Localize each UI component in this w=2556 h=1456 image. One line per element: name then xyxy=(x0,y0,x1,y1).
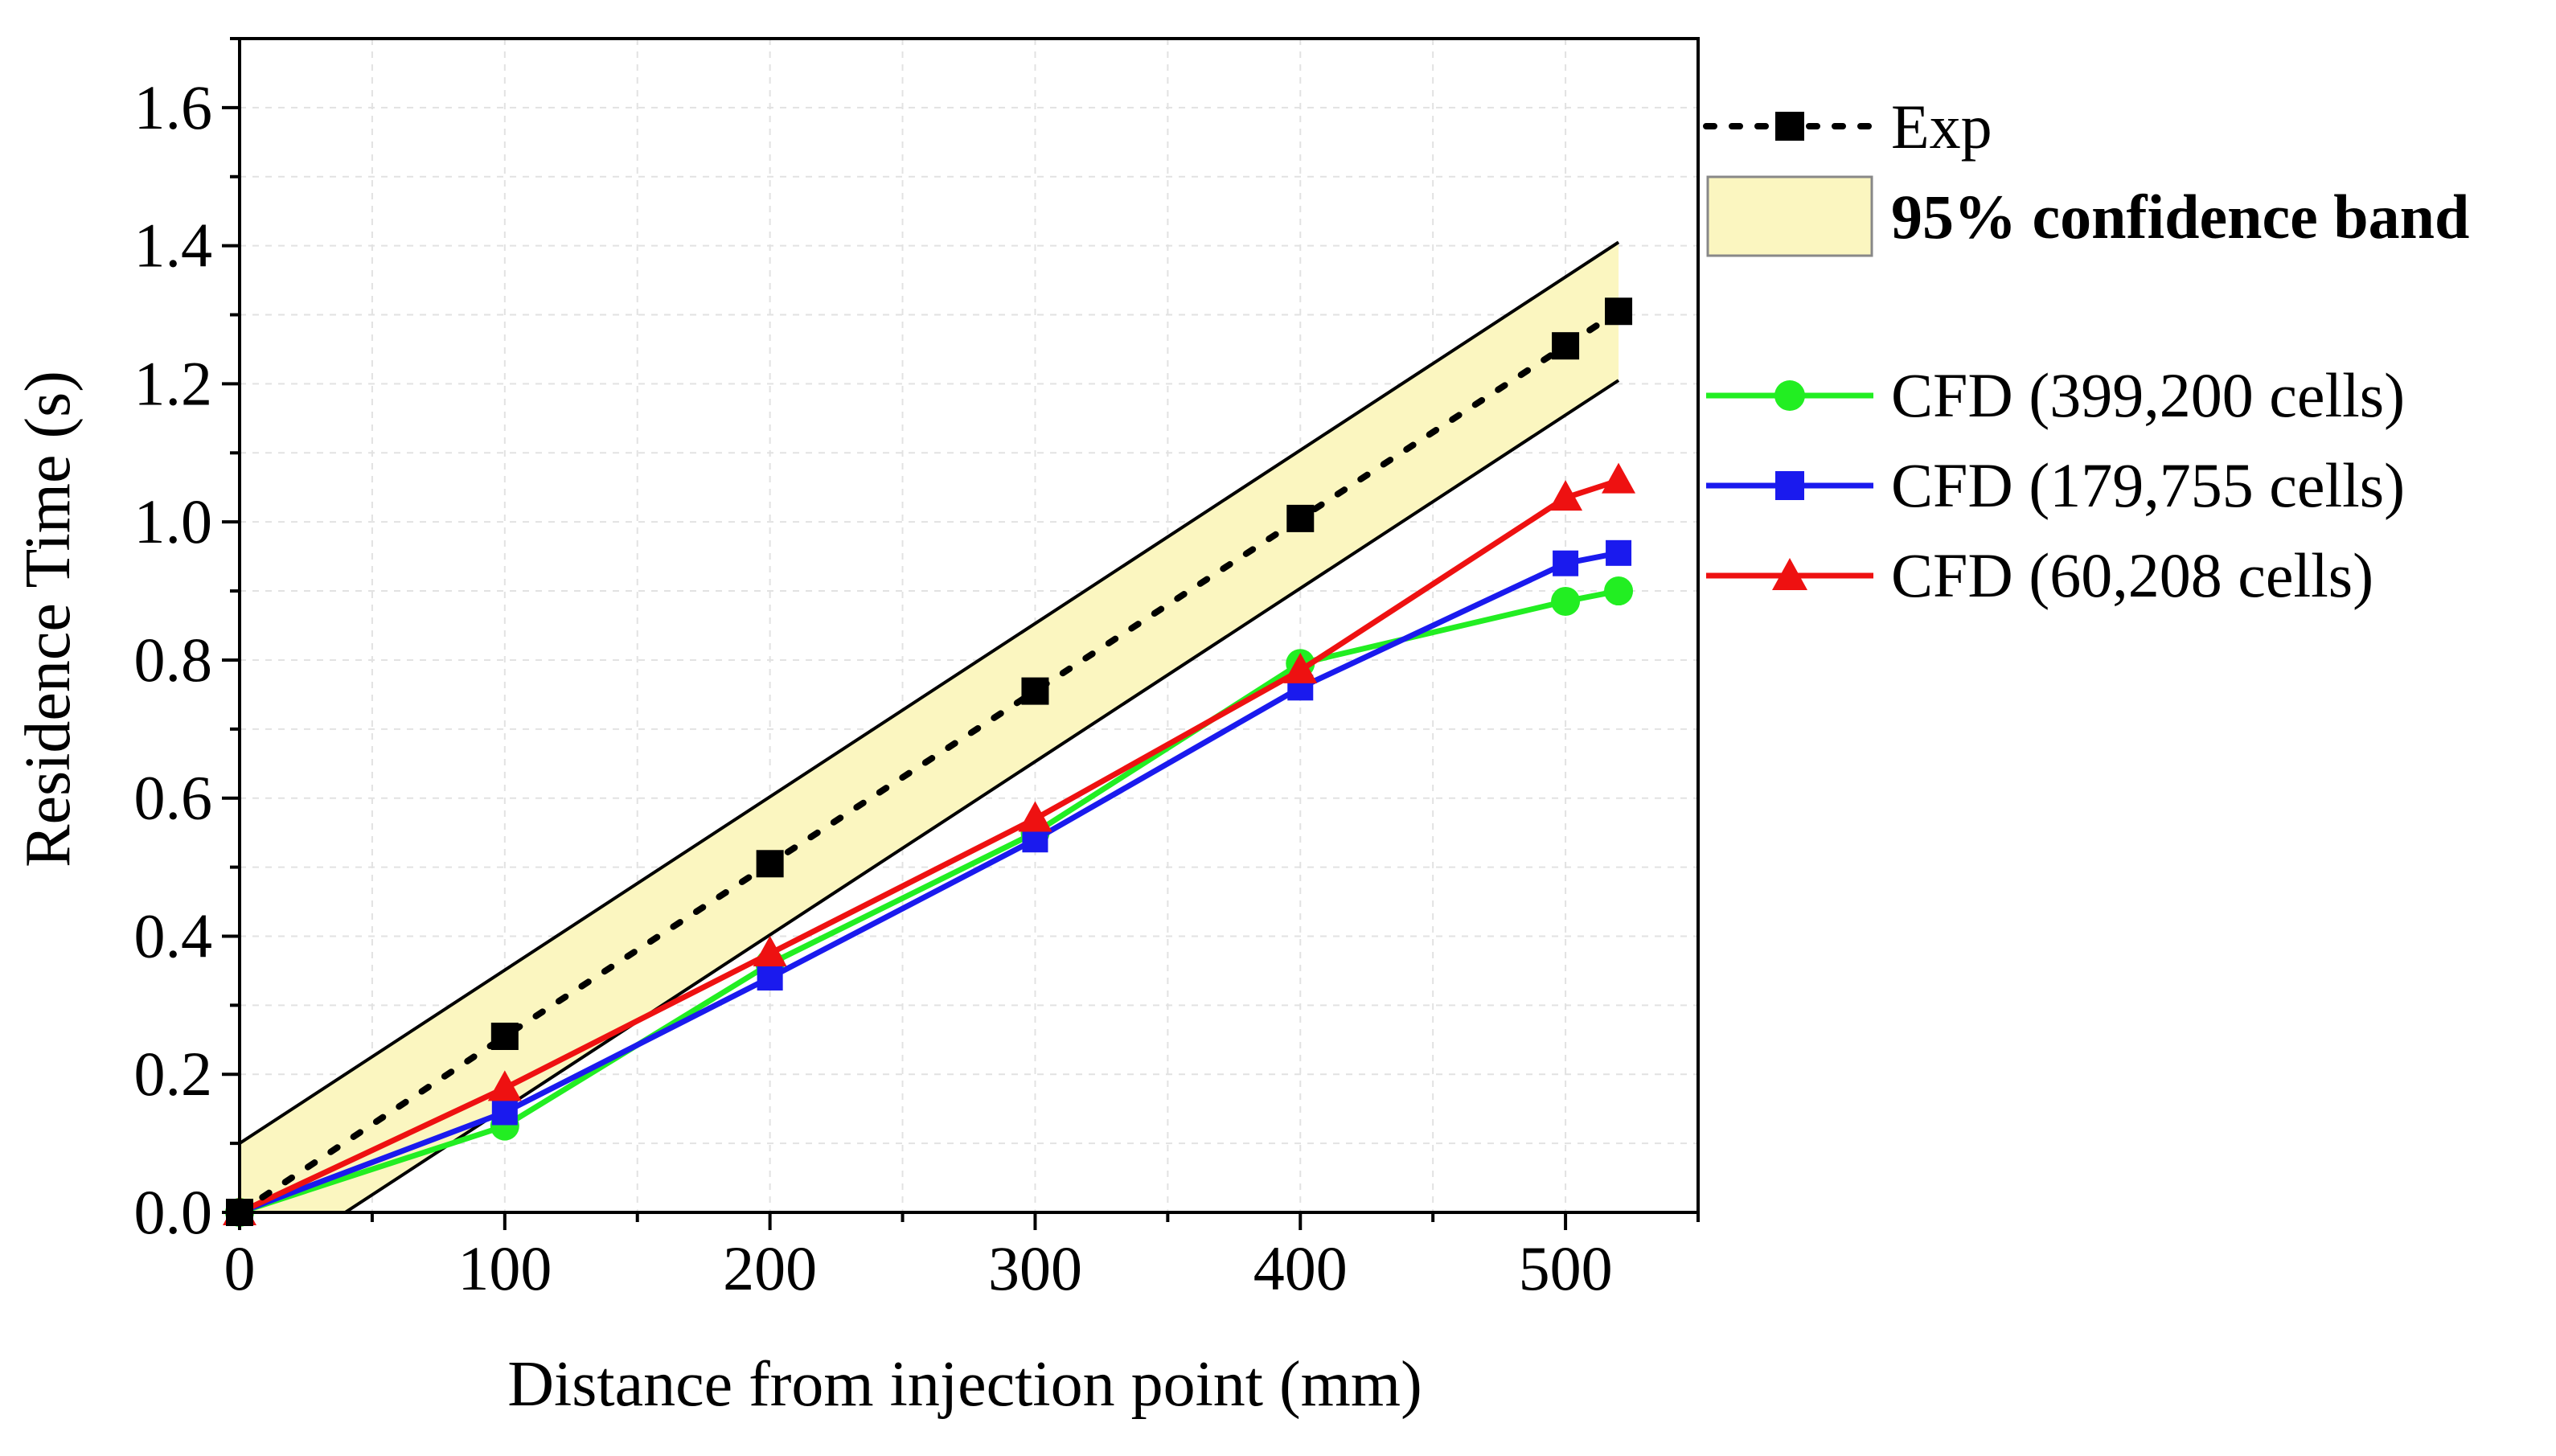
y-axis-ticks: 0.0 0.2 0.4 0.6 0.8 1.0 1.2 1.4 1.6 xyxy=(134,37,240,1247)
series-1-point xyxy=(1551,586,1581,616)
y-tick-label: 0.2 xyxy=(134,1039,213,1109)
y-tick-label: 1.2 xyxy=(134,348,213,418)
series-3-point xyxy=(1549,480,1583,511)
series-2-point xyxy=(491,1099,518,1126)
x-tick-label: 200 xyxy=(723,1233,817,1303)
series-0 xyxy=(226,297,1633,1226)
y-tick-label: 1.4 xyxy=(134,211,213,281)
x-axis-title: Distance from injection point (mm) xyxy=(507,1349,1422,1420)
x-tick-label: 400 xyxy=(1253,1233,1348,1303)
legend-label-cfd-60208: CFD (60,208 cells) xyxy=(1891,540,2373,610)
y-tick-label: 0.0 xyxy=(134,1177,213,1247)
confidence-band-area xyxy=(240,242,1619,1212)
series-layer xyxy=(223,297,1636,1227)
series-2-point xyxy=(757,965,783,990)
series-0-point xyxy=(490,1023,519,1050)
legend-item-cfd-399200: CFD (399,200 cells) xyxy=(1706,360,2405,430)
confidence-band-upper-line xyxy=(240,240,1620,1145)
legend-swatch-band xyxy=(1706,175,1873,257)
series-3-point xyxy=(1283,652,1318,683)
series-3-point xyxy=(487,1070,522,1101)
axes xyxy=(238,37,1700,1214)
series-0-point xyxy=(756,850,784,878)
confidence-band xyxy=(240,240,1620,1212)
legend-marker-exp xyxy=(1775,112,1804,141)
legend-item-exp: Exp xyxy=(1703,92,1992,162)
series-3-point xyxy=(1602,462,1636,494)
y-tick-label: 1.0 xyxy=(134,486,213,556)
y-axis-title: Residence Time (s) xyxy=(13,371,84,867)
series-1-point xyxy=(1604,576,1634,606)
legend-label-band: 95% confidence band xyxy=(1891,182,2469,252)
series-2-point xyxy=(1606,539,1632,566)
legend-marker-cfd-179755 xyxy=(1775,471,1804,500)
x-tick-label: 300 xyxy=(988,1233,1082,1303)
plot-frame xyxy=(238,37,1700,1214)
y-tick-label: 1.6 xyxy=(134,72,213,142)
y-tick-label: 0.6 xyxy=(134,763,213,833)
legend-label-exp: Exp xyxy=(1891,92,1992,162)
legend-marker-cfd-60208 xyxy=(1772,558,1807,590)
legend-marker-cfd-399200 xyxy=(1774,380,1805,411)
y-tick-label: 0.4 xyxy=(134,900,213,970)
legend: Exp 95% confidence band CFD (399,200 cel… xyxy=(1703,92,2469,610)
x-axis-ticks: 0 100 200 300 400 500 xyxy=(224,1212,1700,1303)
series-3-point xyxy=(753,935,787,966)
y-tick-label: 0.8 xyxy=(134,625,213,695)
series-2-point xyxy=(1553,550,1579,576)
series-0-point xyxy=(1021,677,1049,705)
legend-label-cfd-399200: CFD (399,200 cells) xyxy=(1891,360,2405,430)
confidence-band-lower-line xyxy=(342,379,1620,1212)
series-0-point xyxy=(1605,297,1633,326)
x-tick-label: 0 xyxy=(224,1233,256,1303)
series-3 xyxy=(223,462,1636,1225)
legend-label-cfd-179755: CFD (179,755 cells) xyxy=(1891,450,2405,520)
x-tick-label: 100 xyxy=(457,1233,552,1303)
series-0-point xyxy=(1286,504,1315,532)
series-3-point xyxy=(1018,801,1052,832)
legend-item-cfd-60208: CFD (60,208 cells) xyxy=(1706,540,2373,610)
legend-item-cfd-179755: CFD (179,755 cells) xyxy=(1706,450,2405,520)
x-tick-label: 500 xyxy=(1519,1233,1613,1303)
series-0-line xyxy=(236,308,1623,1216)
legend-item-band: 95% confidence band xyxy=(1706,175,2469,257)
series-0-point xyxy=(1552,332,1580,360)
